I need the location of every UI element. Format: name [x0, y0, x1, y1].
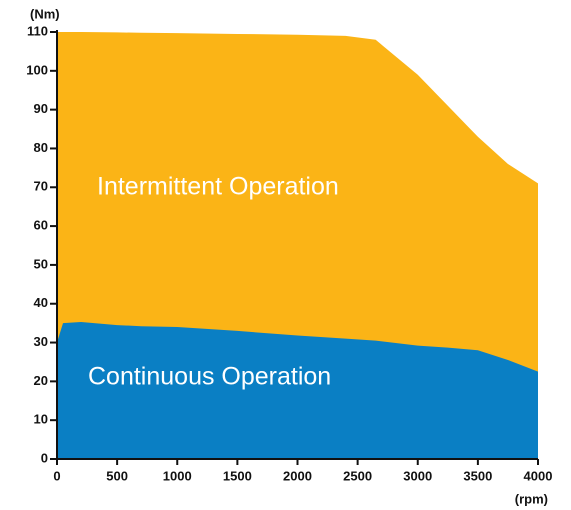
x-tick-label: 0: [53, 468, 60, 483]
y-tick-label: 30: [34, 334, 48, 349]
y-tick-label: 40: [34, 295, 48, 310]
x-tick-label: 1000: [163, 468, 192, 483]
area: [57, 321, 538, 459]
y-tick-label: 70: [34, 179, 48, 194]
y-axis-label: (Nm): [30, 6, 60, 21]
x-tick-label: 2000: [283, 468, 312, 483]
series-label: Intermittent Operation: [97, 173, 339, 201]
x-tick-label: 3000: [403, 468, 432, 483]
x-tick-label: 3500: [463, 468, 492, 483]
series-label: Continuous Operation: [88, 363, 331, 391]
y-tick-label: 60: [34, 218, 48, 233]
y-tick-label: 0: [41, 450, 48, 465]
x-axis-label: (rpm): [515, 491, 548, 506]
x-tick-label: 500: [106, 468, 128, 483]
y-tick-label: 20: [34, 373, 48, 388]
x-tick-label: 1500: [223, 468, 252, 483]
y-tick-label: 90: [34, 101, 48, 116]
x-tick-label: 4000: [524, 468, 553, 483]
y-tick-label: 10: [34, 412, 48, 427]
y-tick-label: 110: [27, 23, 48, 38]
y-tick-label: 100: [26, 62, 48, 77]
x-tick-label: 2500: [343, 468, 372, 483]
y-tick-label: 80: [34, 140, 48, 155]
y-tick-label: 50: [34, 256, 48, 271]
